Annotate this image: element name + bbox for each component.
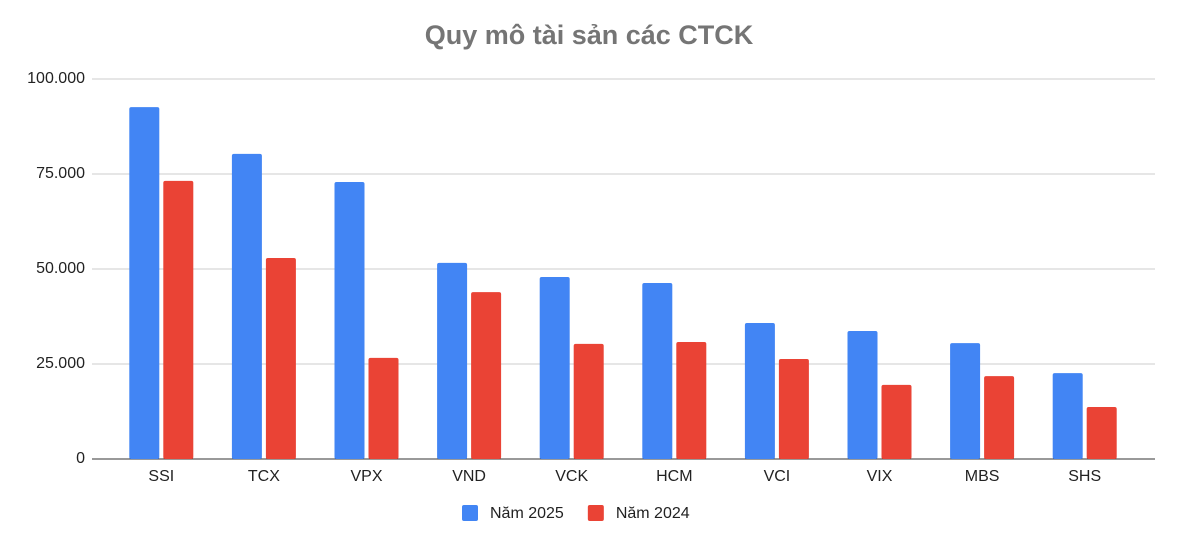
bar: [129, 107, 160, 460]
bar: [744, 322, 775, 459]
bar: [642, 283, 673, 459]
bar: [471, 292, 502, 459]
bar: [265, 257, 296, 459]
legend-swatch: [587, 505, 604, 521]
x-tick-label: MBS: [965, 468, 1000, 485]
y-tick-label: 25.000: [36, 355, 85, 372]
bar: [950, 343, 981, 459]
x-tick-label: TCX: [248, 468, 280, 485]
bar: [847, 330, 878, 459]
x-tick-label: VCI: [764, 468, 791, 485]
bar: [334, 181, 365, 460]
x-tick-label: VCK: [555, 468, 588, 485]
bar: [676, 341, 707, 459]
y-tick-label: 100.000: [27, 70, 85, 87]
bar: [881, 384, 912, 459]
x-tick-label: VPX: [350, 468, 382, 485]
bar: [368, 357, 399, 459]
bar: [231, 153, 262, 460]
y-tick-label: 50.000: [36, 260, 85, 277]
bar: [1052, 373, 1083, 459]
bar: [984, 376, 1015, 459]
bar: [163, 180, 194, 459]
x-tick-label: HCM: [656, 468, 692, 485]
bar: [539, 276, 570, 459]
x-tick-label: SHS: [1068, 468, 1101, 485]
y-tick-label: 0: [76, 450, 85, 467]
bar: [573, 343, 604, 459]
legend-swatch: [462, 505, 478, 521]
chart-title: Quy mô tài sản các CTCK: [425, 20, 754, 50]
legend-label: Năm 2025: [490, 505, 564, 522]
y-tick-label: 75.000: [36, 165, 85, 182]
bar: [437, 262, 468, 459]
legend-label: Năm 2024: [616, 505, 690, 522]
bar: [778, 359, 809, 459]
x-tick-label: VND: [452, 468, 486, 485]
x-tick-label: VIX: [867, 468, 893, 485]
bar: [1086, 406, 1117, 459]
x-tick-label: SSI: [148, 468, 174, 485]
